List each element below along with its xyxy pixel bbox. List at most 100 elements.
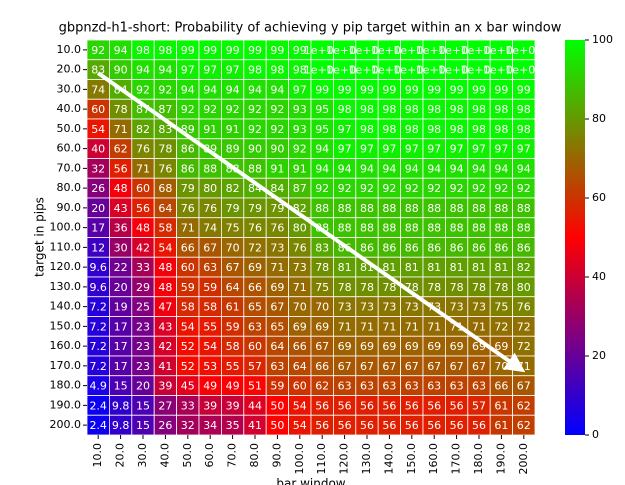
cell-label: 1e+02 (461, 64, 498, 77)
colorbar (565, 40, 585, 435)
cell-label: 55 (226, 360, 240, 373)
x-tick-label: 150.0 (405, 443, 418, 475)
cell-label: 93 (293, 103, 307, 116)
cell-label: 80 (203, 182, 217, 195)
cell-label: 88 (405, 202, 419, 215)
cell-label: 99 (203, 44, 217, 57)
cell-label: 83 (158, 123, 172, 136)
cell-label: 7.2 (89, 340, 107, 353)
cell-label: 97 (517, 143, 531, 156)
cell-label: 87 (293, 182, 307, 195)
cell-label: 1e+02 (483, 44, 520, 57)
cell-label: 64 (293, 360, 307, 373)
cell-label: 98 (360, 123, 374, 136)
cell-label: 56 (382, 419, 396, 432)
cell-label: 60 (91, 103, 105, 116)
cell-label: 1e+02 (393, 44, 430, 57)
cell-label: 53 (203, 360, 217, 373)
cell-label: 20 (136, 380, 150, 393)
cell-label: 72 (517, 340, 531, 353)
cell-label: 97 (181, 64, 195, 77)
cell-label: 66 (181, 241, 195, 254)
y-tick-label: 150.0 (50, 319, 82, 332)
cell-label: 69 (450, 340, 464, 353)
cell-label: 39 (226, 399, 240, 412)
cell-label: 75 (226, 222, 240, 235)
cell-label: 44 (248, 399, 262, 412)
cell-label: 68 (158, 182, 172, 195)
cell-label: 92 (91, 44, 105, 57)
cell-label: 12 (91, 241, 105, 254)
cell-label: 1e+02 (438, 64, 475, 77)
cell-label: 92 (472, 182, 486, 195)
cell-label: 98 (427, 103, 441, 116)
cell-label: 54 (293, 399, 307, 412)
cell-label: 91 (270, 162, 284, 175)
cell-label: 29 (136, 281, 150, 294)
cell-label: 56 (450, 419, 464, 432)
y-tick-label: 110.0 (50, 240, 82, 253)
cell-label: 76 (248, 222, 262, 235)
cell-label: 86 (427, 241, 441, 254)
cell-label: 64 (226, 281, 240, 294)
cell-label: 67 (315, 340, 329, 353)
y-tick-label: 60.0 (57, 142, 82, 155)
cell-label: 92 (293, 143, 307, 156)
cell-label: 61 (226, 301, 240, 314)
cell-label: 56 (450, 399, 464, 412)
cell-label: 43 (158, 320, 172, 333)
cell-label: 71 (405, 320, 419, 333)
cell-label: 66 (293, 340, 307, 353)
x-tick-label: 140.0 (382, 443, 395, 475)
cell-label: 54 (181, 320, 195, 333)
cell-label: 78 (360, 281, 374, 294)
cell-label: 71 (270, 261, 284, 274)
cell-label: 82 (517, 261, 531, 274)
cell-label: 59 (226, 320, 240, 333)
cell-label: 48 (136, 222, 150, 235)
cell-label: 81 (382, 261, 396, 274)
cell-label: 63 (405, 380, 419, 393)
cell-label: 88 (315, 202, 329, 215)
cell-label: 49 (226, 380, 240, 393)
cell-label: 91 (226, 123, 240, 136)
cell-label: 54 (91, 123, 105, 136)
cell-label: 56 (315, 399, 329, 412)
cell-label: 17 (91, 222, 105, 235)
cell-label: 86 (382, 241, 396, 254)
cell-label: 92 (203, 103, 217, 116)
cell-label: 65 (248, 301, 262, 314)
cell-label: 69 (270, 281, 284, 294)
cell-label: 23 (136, 360, 150, 373)
cell-label: 2.4 (89, 399, 107, 412)
cell-label: 69 (382, 340, 396, 353)
cell-label: 41 (248, 419, 262, 432)
cell-label: 92 (248, 103, 262, 116)
cell-label: 92 (315, 182, 329, 195)
cell-label: 88 (338, 202, 352, 215)
cell-label: 73 (270, 241, 284, 254)
cell-label: 15 (136, 419, 150, 432)
cell-label: 88 (427, 222, 441, 235)
cell-label: 60 (136, 182, 150, 195)
cell-label: 66 (315, 360, 329, 373)
cell-label: 15 (114, 380, 128, 393)
cell-label: 86 (517, 241, 531, 254)
cell-label: 17 (114, 360, 128, 373)
cell-label: 69 (405, 340, 419, 353)
x-tick-label: 60.0 (203, 443, 216, 468)
cell-label: 1e+02 (416, 44, 453, 57)
cell-label: 7.2 (89, 301, 107, 314)
cell-label: 73 (360, 301, 374, 314)
cell-label: 59 (181, 281, 195, 294)
colorbar-tick-label: 20 (592, 349, 606, 362)
cell-label: 78 (494, 281, 508, 294)
cell-label: 67 (382, 360, 396, 373)
cell-label: 56 (405, 419, 419, 432)
cell-label: 86 (181, 143, 195, 156)
cell-label: 72 (494, 320, 508, 333)
cell-label: 94 (382, 162, 396, 175)
cell-label: 7.2 (89, 320, 107, 333)
cell-label: 94 (226, 83, 240, 96)
cell-label: 67 (270, 301, 284, 314)
